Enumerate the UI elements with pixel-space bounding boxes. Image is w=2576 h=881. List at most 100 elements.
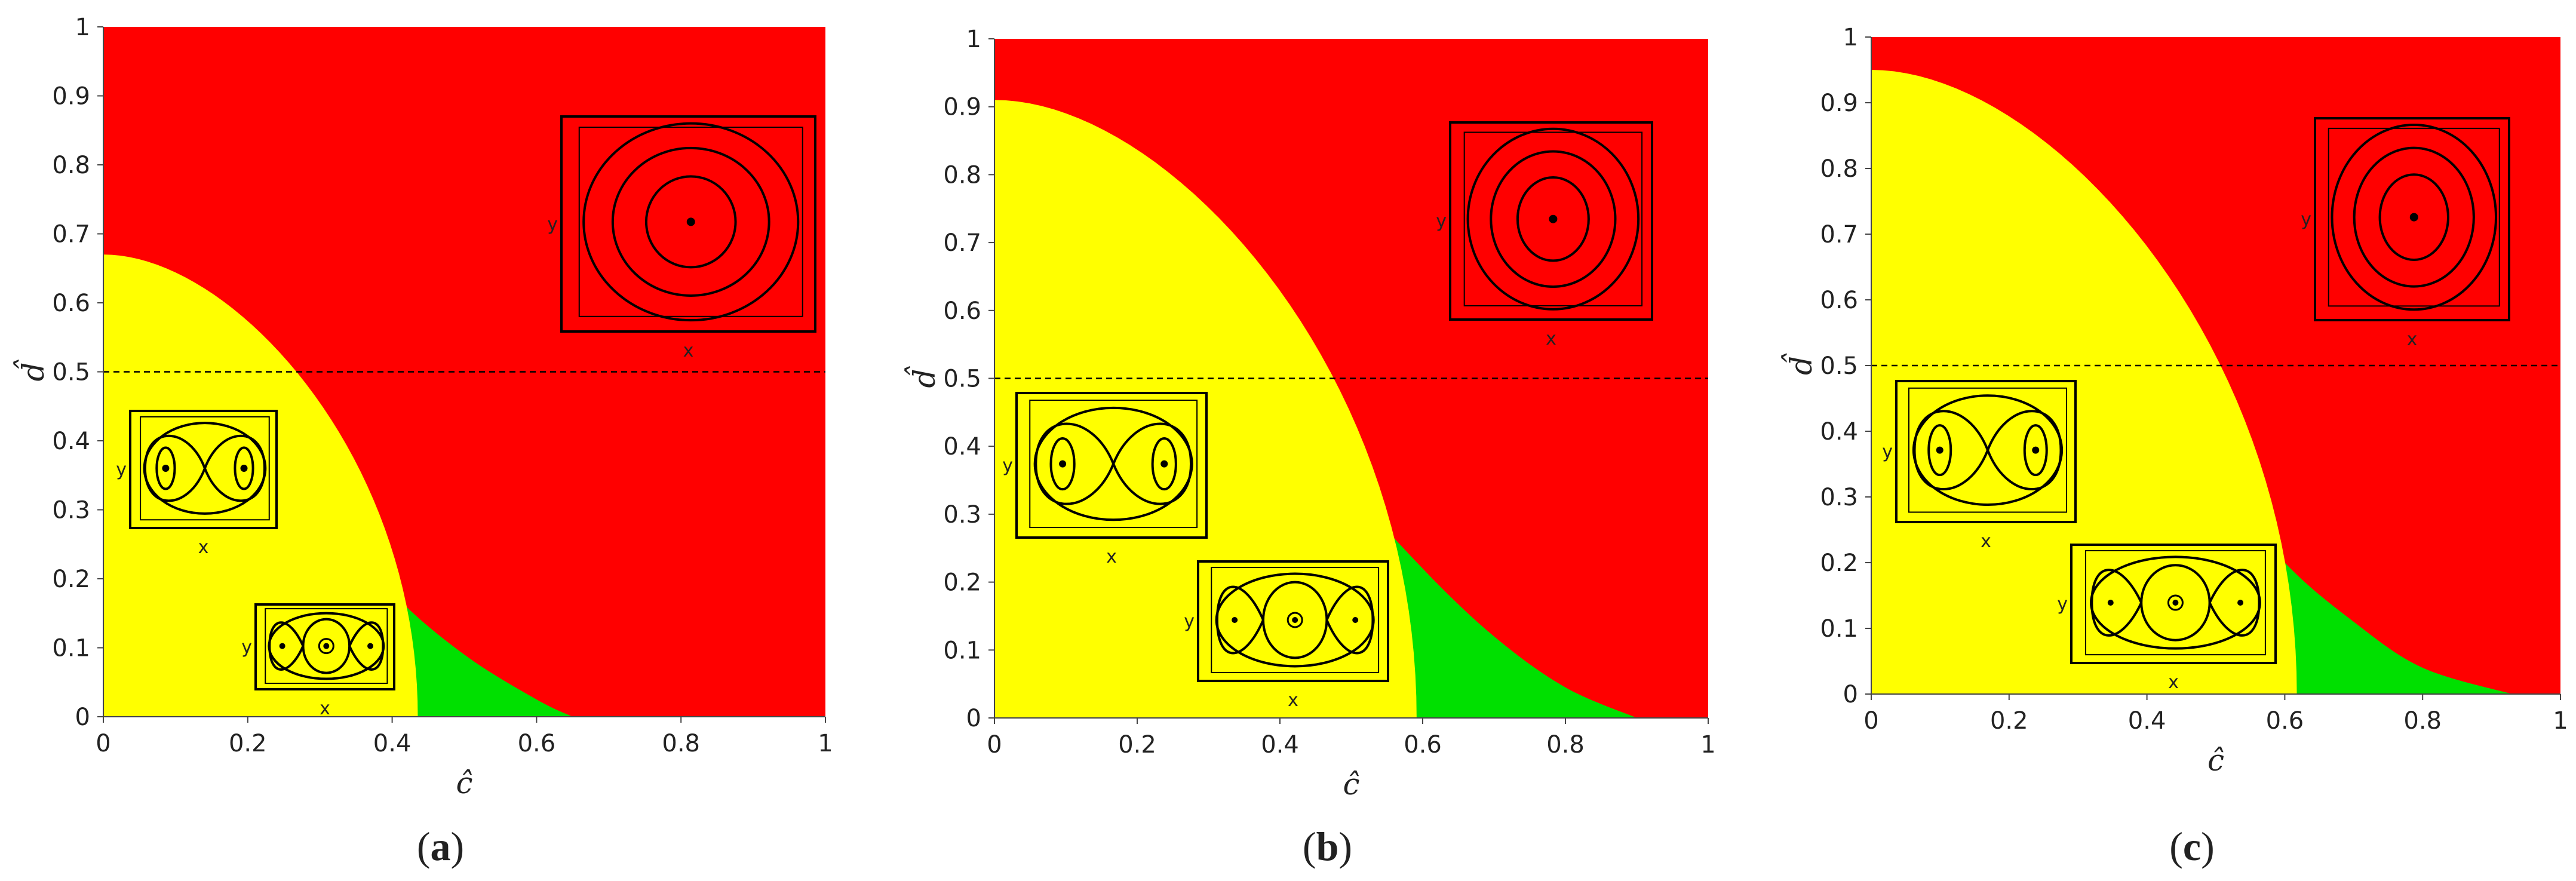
inset-frame (1015, 392, 1208, 539)
x-tick-label: 0.8 (662, 730, 700, 757)
orbit-curve (2089, 555, 2261, 650)
inset-y-label: y (116, 459, 127, 480)
inset-frame (254, 603, 395, 690)
caption-letter: c (2183, 824, 2201, 869)
inset-x-label: x (1288, 690, 1298, 711)
equilibrium-point (2409, 213, 2418, 222)
y-tick-label: 0 (75, 704, 90, 731)
orbit-curve (2331, 123, 2498, 311)
caption-close: ) (451, 824, 465, 869)
y-tick-label: 0.4 (943, 433, 981, 461)
inset-y-label: y (2301, 209, 2311, 230)
y-tick-label: 0.8 (52, 152, 90, 179)
x-tick-label: 0 (96, 730, 110, 757)
panel-caption: (c) (2169, 824, 2215, 869)
y-tick-label: 0 (966, 705, 981, 732)
orbit-curve (2353, 146, 2475, 288)
separatrix-curve (1262, 581, 1328, 659)
caption-close: ) (1338, 824, 1352, 869)
y-tick-label: 0.5 (1820, 352, 1858, 380)
x-tick-label: 0.8 (2403, 707, 2442, 735)
y-tick-label: 0.9 (943, 94, 981, 121)
x-axis-label: ĉ (1343, 767, 1359, 802)
equilibrium-ring (1287, 612, 1303, 628)
orbit-curve (155, 446, 176, 490)
orbit-curve (644, 175, 737, 269)
inset-frame (1197, 560, 1389, 682)
y-tick-label: 0.1 (943, 637, 981, 664)
phase-portrait-inset: xy (1436, 121, 1653, 349)
x-tick-label: 0.4 (1261, 731, 1299, 759)
equilibrium-point (279, 643, 285, 649)
y-tick-label: 0.4 (1820, 418, 1858, 446)
equilibrium-point (1352, 617, 1359, 623)
y-tick-label: 0.5 (943, 366, 981, 393)
orbit-curve (1466, 127, 1640, 311)
equilibrium-point (2237, 600, 2244, 606)
inset-x-label: x (320, 698, 330, 719)
x-tick-label: 1 (818, 730, 833, 757)
inset-y-label: y (1184, 611, 1195, 632)
inset-x-label: x (2168, 672, 2179, 693)
y-tick-label: 0.4 (52, 428, 90, 455)
caption-letter: b (1316, 824, 1339, 869)
caption-letter: a (431, 824, 451, 869)
equilibrium-point (1936, 446, 1943, 454)
inset-frame (1895, 380, 2077, 523)
y-tick-label: 0.7 (1820, 221, 1858, 248)
panel-caption: (a) (417, 824, 464, 869)
inset-y-label: y (1436, 211, 1447, 232)
inset-axes-frame (140, 416, 270, 521)
x-axis-label: ĉ (456, 766, 472, 800)
x-tick-label: 0.6 (518, 730, 556, 757)
orbit-curve (234, 446, 254, 490)
equilibrium-point (367, 643, 374, 649)
inset-axes-frame (1908, 387, 2067, 513)
equilibrium-point (2032, 446, 2040, 454)
equilibrium-point (686, 217, 695, 226)
phase-portrait-inset: xy (241, 603, 395, 719)
orbit-curve (268, 612, 385, 680)
inset-x-label: x (1106, 547, 1117, 567)
y-tick-label: 0.9 (52, 83, 90, 110)
y-tick-label: 0.6 (52, 290, 90, 317)
inset-y-label: y (547, 214, 558, 235)
equilibrium-point (240, 465, 248, 472)
y-tick-label: 0.2 (943, 569, 981, 597)
inset-y-label: y (2057, 594, 2068, 615)
orbit-curve (1049, 437, 1076, 491)
x-tick-label: 0.2 (1990, 707, 2028, 735)
inset-y-label: y (241, 637, 252, 658)
y-axis-label: d̂ (13, 359, 51, 381)
inset-frame (129, 410, 278, 529)
y-tick-label: 0.8 (943, 161, 981, 189)
caption-close: ) (2201, 824, 2215, 869)
x-tick-label: 0 (1863, 707, 1878, 735)
y-tick-label: 0.7 (943, 229, 981, 257)
y-tick-label: 0.5 (52, 359, 90, 386)
phase-portrait-inset: xy (2057, 544, 2277, 693)
phase-portrait-inset: xy (1002, 392, 1208, 567)
y-axis-label: d̂ (904, 366, 942, 388)
orbit-curve (582, 122, 800, 322)
y-tick-label: 1 (966, 26, 981, 53)
orbit-curve (1927, 424, 1952, 477)
x-tick-label: 0.6 (1404, 731, 1442, 759)
y-tick-label: 1 (75, 14, 90, 41)
inset-axes-frame (1463, 131, 1643, 306)
x-tick-label: 1 (1700, 731, 1715, 759)
y-tick-label: 0.6 (1820, 287, 1858, 314)
phase-portrait-inset: xy (116, 410, 278, 558)
x-axis-label: ĉ (2207, 743, 2224, 778)
inset-frame (560, 115, 816, 333)
orbit-curve (2023, 424, 2048, 477)
equilibrium-ring (2167, 594, 2184, 611)
inset-frame (1449, 121, 1653, 321)
equilibrium-point (1059, 460, 1067, 468)
x-tick-label: 0.4 (2128, 707, 2166, 735)
equilibrium-point (1232, 617, 1238, 623)
inset-x-label: x (1546, 329, 1556, 349)
inset-x-label: x (1981, 531, 1991, 552)
